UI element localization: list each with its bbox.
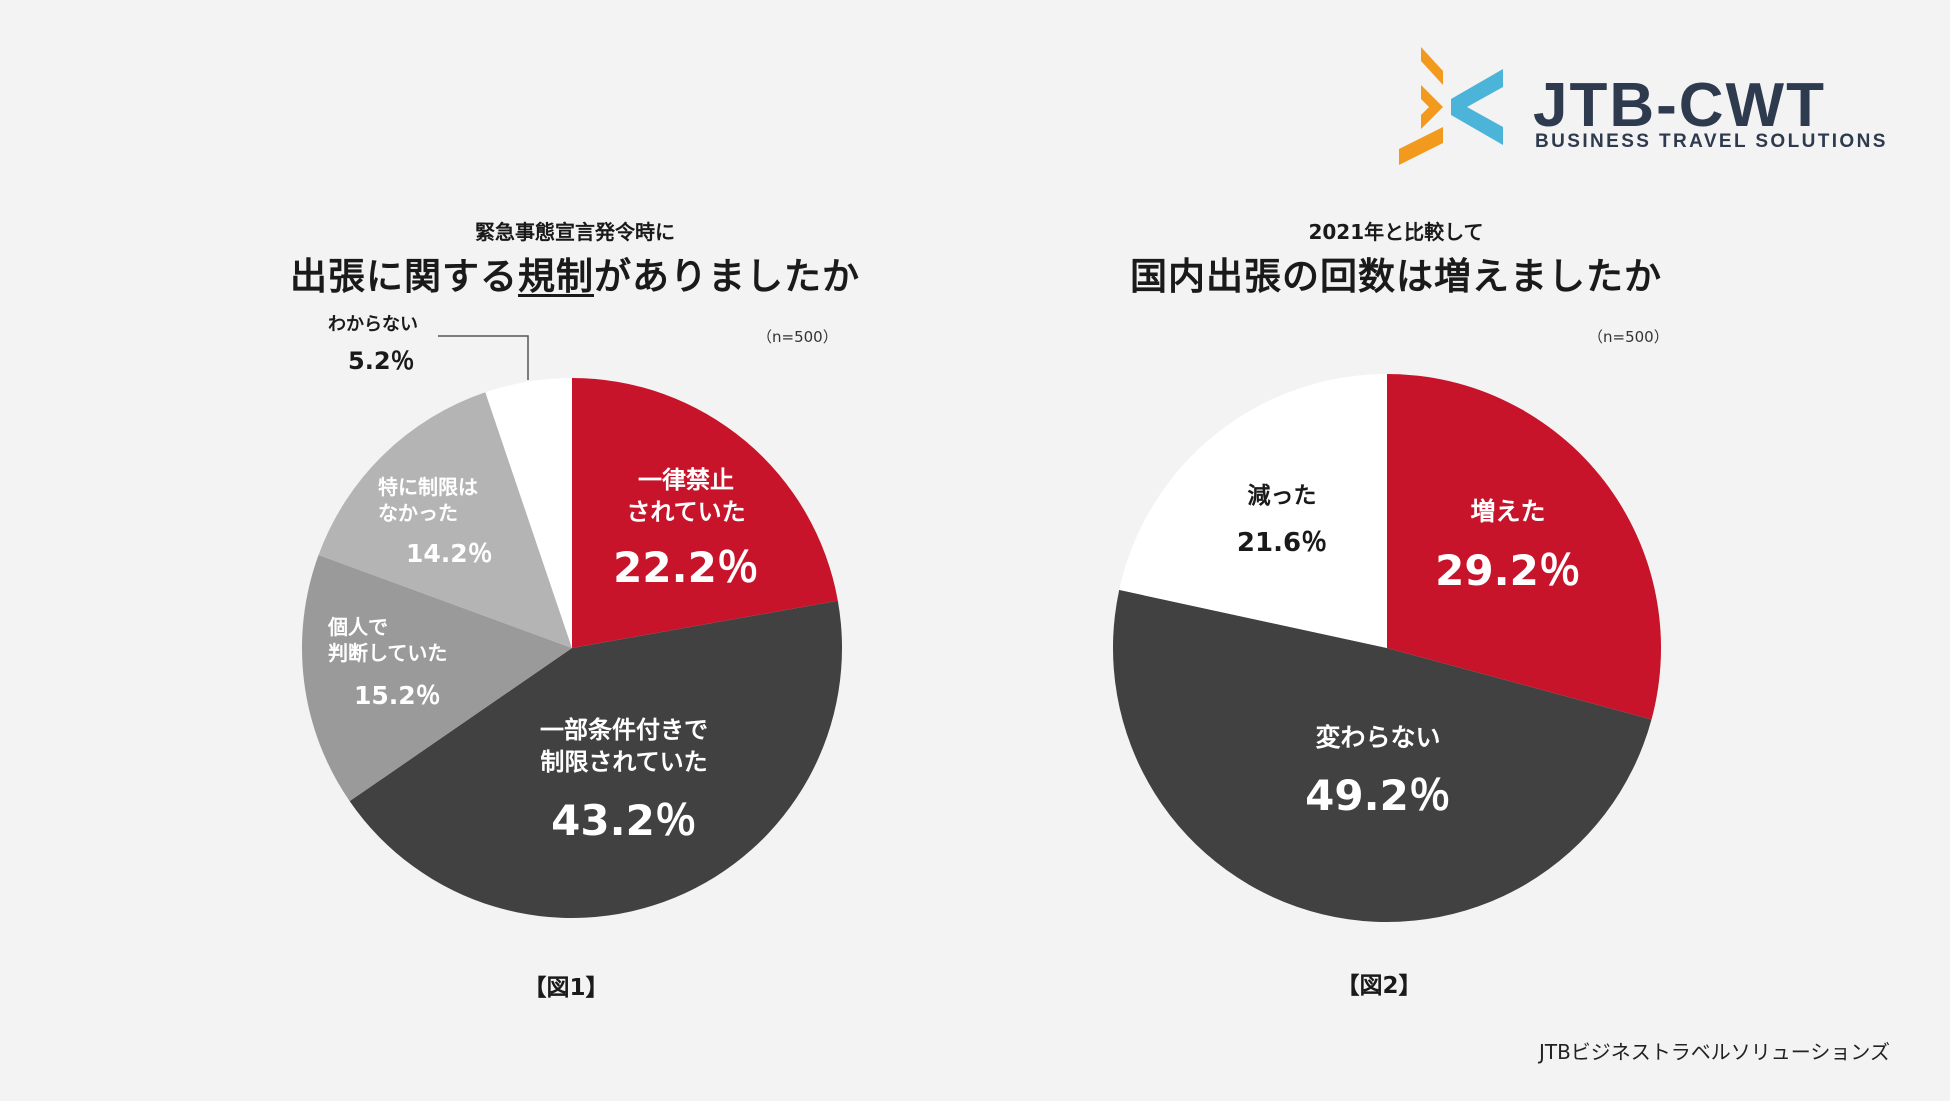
- chart2-slice-2-label: 減った: [1248, 483, 1317, 509]
- chart1-slice-1-percent: 43.2％: [551, 796, 697, 845]
- footer-company-name: JTBビジネストラベルソリューションズ: [1538, 1040, 1890, 1064]
- logo-mark-icon: [1399, 47, 1503, 165]
- chart1-slice-0: [572, 378, 838, 648]
- chart1-slice-0-percent: 22.2％: [613, 543, 759, 592]
- logo-wordmark: JTB-CWT: [1533, 71, 1826, 140]
- chart2-sample-size: （n=500）: [1588, 328, 1669, 346]
- logo-orange-chevron: [1421, 85, 1443, 129]
- chart1-slice-0-label: されていた: [626, 498, 745, 526]
- chart2-slice-0-label: 増えた: [1470, 497, 1545, 526]
- chart2-slice-2: [1119, 374, 1387, 648]
- logo-orange-chevron: [1421, 47, 1443, 85]
- chart1-slice-1: [349, 600, 842, 918]
- chart1-slice-3-label: なかった: [378, 501, 458, 525]
- logo-orange-chevron: [1399, 127, 1443, 165]
- chart1-slice-0-label: 一律禁止: [638, 466, 734, 494]
- chart1-slice-1-label: 一部条件付きで: [540, 716, 708, 744]
- chart2-slice-1: [1112, 589, 1652, 923]
- chart2-slice-1-percent: 49.2％: [1305, 771, 1451, 820]
- chart1-slice-4-percent: 5.2％: [348, 347, 415, 375]
- figure-label-2: 【図2】: [1336, 973, 1422, 999]
- chart1-title-pre: 出張に関する: [290, 255, 518, 298]
- chart1-slice-4: [485, 378, 572, 648]
- chart2-slice-1-label: 変わらない: [1315, 723, 1440, 752]
- chart2-title: 国内出張の回数は増えましたか: [1130, 255, 1662, 298]
- chart2-subtitle: 2021年と比較して: [1308, 220, 1484, 244]
- chart1-slice-3-label: 特に制限は: [378, 475, 478, 499]
- chart2-slice-0-percent: 29.2％: [1435, 546, 1581, 595]
- company-logo: JTB-CWT BUSINESS TRAVEL SOLUTIONS: [1395, 47, 1895, 167]
- chart1-slice-2-percent: 15.2％: [354, 681, 441, 710]
- chart2-slice-0: [1387, 374, 1661, 720]
- chart1-subtitle: 緊急事態宣言発令時に: [475, 220, 675, 244]
- chart1-slice-2: [301, 554, 572, 802]
- figure-label-1: 【図1】: [523, 975, 609, 1001]
- chart1-title-post: がありましたか: [594, 255, 860, 298]
- logo-blue-chevron: [1451, 69, 1503, 145]
- chart1-slice-2-label: 個人で: [327, 615, 388, 639]
- chart1-sample-size: （n=500）: [757, 328, 838, 346]
- chart1-slice-3-percent: 14.2％: [406, 539, 493, 568]
- chart1-leader-line: [438, 335, 529, 380]
- chart1-slice-3: [318, 392, 572, 648]
- logo-tagline: BUSINESS TRAVEL SOLUTIONS: [1535, 131, 1888, 152]
- chart1-title-underlined: 規制: [518, 255, 594, 298]
- chart1-slice-4-label: わからない: [328, 314, 418, 335]
- pie-chart-2: 増えた 29.2％ 変わらない 49.2％ 減った 21.6％: [1112, 374, 1661, 923]
- chart1-title: 出張に関する規制がありましたか: [225, 246, 925, 300]
- chart1-slice-1-label: 制限されていた: [540, 748, 707, 776]
- chart1-slice-2-label: 判断していた: [328, 641, 447, 665]
- chart2-slice-2-percent: 21.6％: [1237, 528, 1327, 558]
